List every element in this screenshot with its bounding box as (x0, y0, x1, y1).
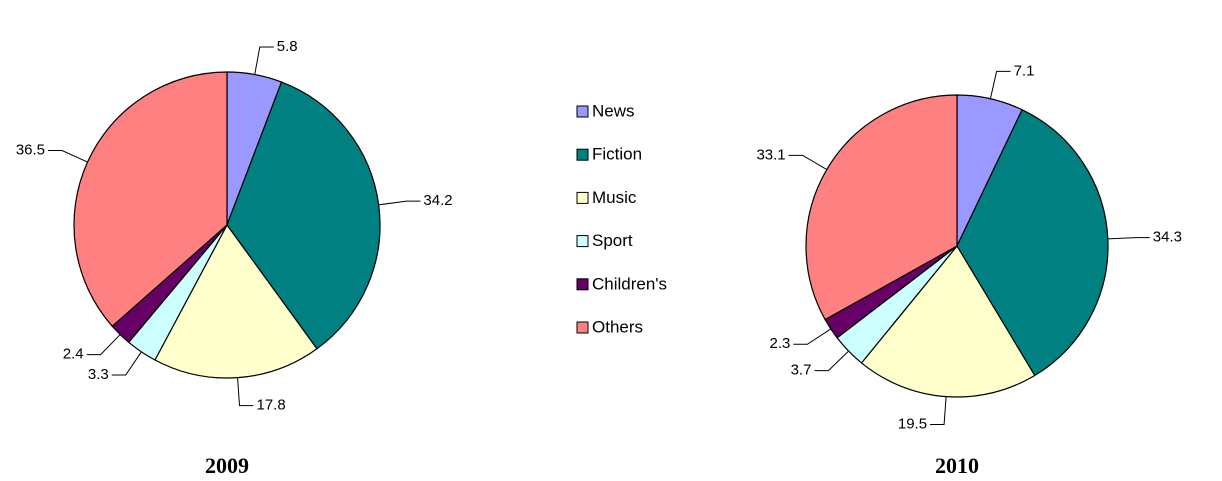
legend-label: Fiction (592, 145, 642, 164)
data-label: 33.1 (756, 146, 785, 163)
data-label: 34.2 (423, 192, 452, 209)
data-label: 2.4 (63, 346, 84, 363)
leader-line (793, 328, 832, 345)
data-label: 3.3 (88, 366, 109, 383)
legend-swatch (576, 191, 589, 204)
leader-line (237, 377, 254, 407)
legend-swatch (576, 148, 589, 161)
pie-slice (805, 94, 958, 321)
legend-label: Others (592, 317, 643, 336)
data-label: 19.5 (898, 416, 927, 433)
legend-swatch (576, 278, 589, 291)
leader-line (930, 396, 947, 426)
legend-label: Children's (592, 274, 667, 293)
leader-line (86, 334, 121, 356)
leader-line (378, 200, 421, 206)
data-label: 7.1 (1014, 62, 1035, 79)
pie-slice (860, 244, 1036, 398)
data-label: 5.8 (277, 38, 298, 55)
legend-label: Music (592, 188, 637, 207)
data-label: 3.7 (791, 362, 812, 379)
pie-slice (73, 71, 228, 328)
legend-swatch (576, 105, 589, 118)
leader-line (788, 154, 828, 170)
chart-title: 2010 (935, 453, 979, 478)
legend-label: Sport (592, 231, 633, 250)
data-label: 34.3 (1153, 229, 1182, 246)
data-label: 17.8 (256, 397, 285, 414)
legend-swatch (576, 321, 589, 334)
leader-line (814, 350, 849, 372)
leader-line (48, 150, 88, 163)
leader-line (989, 70, 1011, 99)
data-label: 2.3 (770, 335, 791, 352)
pie-slice (154, 223, 318, 379)
leader-line (254, 46, 274, 75)
leader-line (111, 351, 142, 376)
legend-label: News (592, 101, 635, 120)
leader-line (1107, 237, 1150, 240)
legend-swatch (576, 235, 589, 248)
chart-title: 2009 (205, 453, 249, 478)
data-label: 36.5 (16, 141, 45, 158)
